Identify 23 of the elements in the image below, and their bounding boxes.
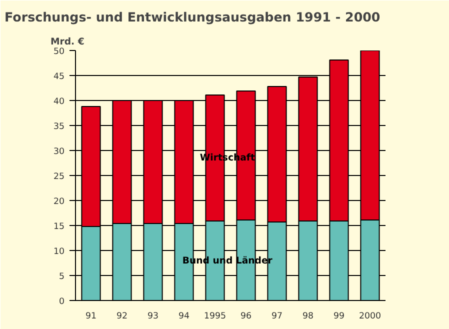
chart-title: Forschungs- und Entwicklungsausgaben 1991 - 2000 xyxy=(4,10,380,24)
y-tick-label: 25 xyxy=(53,172,64,182)
y-tick-label: 45 xyxy=(53,72,64,82)
y-tick-label: 40 xyxy=(53,97,64,107)
x-tick-label: 2000 xyxy=(358,312,382,322)
y-tick-label: 50 xyxy=(53,47,64,57)
y-tick-label: 5 xyxy=(58,272,65,282)
y-tick-label: 35 xyxy=(53,122,64,132)
y-axis-title: Mrd. € xyxy=(50,36,84,48)
x-tick-label: 96 xyxy=(240,312,252,322)
x-tick-label: 94 xyxy=(178,312,190,322)
x-tick-label: 93 xyxy=(147,312,159,322)
x-tick-label: 99 xyxy=(333,312,345,322)
y-tick-label: 30 xyxy=(53,147,64,157)
x-tick-label: 98 xyxy=(302,312,314,322)
y-tick-label: 0 xyxy=(58,297,65,307)
x-tick-label: 92 xyxy=(116,312,128,322)
y-tick-label: 10 xyxy=(53,247,64,257)
y-tick-label: 20 xyxy=(53,197,64,207)
x-tick-label: 1995 xyxy=(204,312,226,322)
y-tick-label: 15 xyxy=(53,222,64,232)
x-tick-label: 97 xyxy=(271,312,283,322)
x-tick-label: 91 xyxy=(85,312,97,322)
